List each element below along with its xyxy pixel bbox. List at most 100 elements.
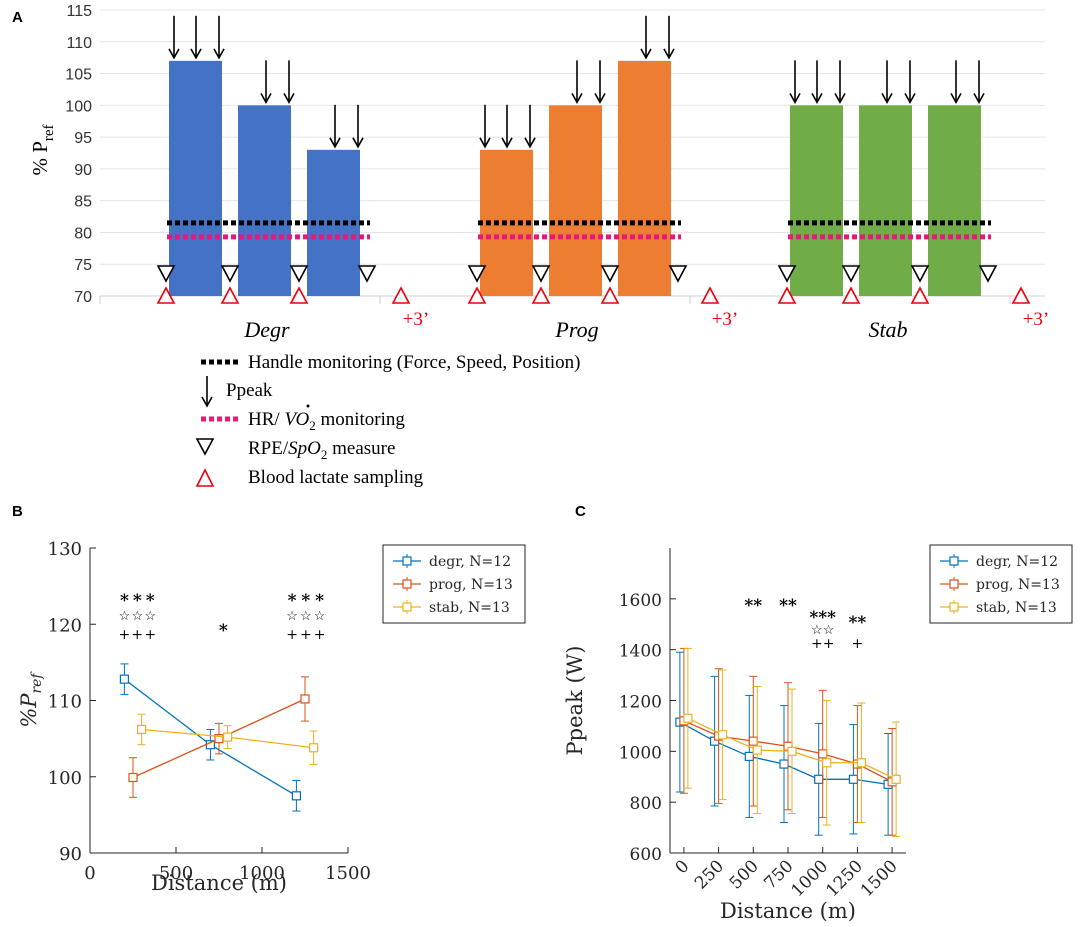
x-tick-label: 500 [726, 856, 763, 893]
bar-degr-2 [238, 105, 291, 296]
lactate-triangle [1011, 286, 1031, 304]
legend-label: prog, N=13 [976, 577, 1060, 593]
significance-annotation: ** [779, 596, 797, 616]
legend-label: stab, N=13 [429, 600, 510, 616]
ppeak-arrow-head [479, 137, 491, 149]
significance-annotation: + [119, 627, 131, 643]
legend-label: degr, N=12 [429, 554, 511, 570]
data-point-marker [779, 759, 789, 769]
panel-a-bar-chart: 70 75 80 85 90 95 100 105 110 115 % Pref +3’ +3’ +3’ D… [28, 3, 1049, 342]
panel-b-label: B [12, 503, 23, 520]
ppeak-arrow-head [352, 137, 364, 149]
bar-degr-1 [169, 60, 222, 296]
significance-annotation: * [315, 591, 324, 611]
significance-annotation: ☆ [131, 609, 143, 624]
significance-annotation: ☆ [286, 609, 298, 624]
rpe-spo2-triangle [910, 265, 930, 283]
lactate-triangle [841, 286, 861, 304]
ppeak-arrow-head [213, 48, 225, 60]
significance-annotation: + [286, 627, 298, 643]
x-tick-label: 1250 [822, 856, 867, 901]
lactate-triangle [156, 286, 176, 304]
lactate-triangle [289, 286, 309, 304]
significance-annotation: ☆ [144, 609, 156, 624]
significance-annotation: ☆ [300, 609, 312, 624]
data-point-marker [822, 758, 832, 768]
group-label-degr: Degr [243, 317, 290, 342]
x-tick-label: 500 [159, 863, 193, 884]
y-tick-label: 90 [59, 844, 82, 865]
y-tick-label: 85 [74, 194, 92, 211]
y-tick-label: 130 [48, 539, 82, 560]
significance-annotation: * [146, 591, 155, 611]
legend-label: stab, N=13 [976, 600, 1057, 616]
data-point-marker [300, 694, 310, 704]
bar-stab-1 [790, 105, 843, 296]
data-point-marker [744, 751, 754, 762]
recovery-label: +3’ [712, 309, 739, 330]
legend-black-triangle [195, 438, 215, 456]
data-point-marker [752, 745, 762, 755]
data-point-marker [787, 746, 797, 756]
x-tick-label: 250 [691, 856, 728, 893]
data-point-marker [128, 772, 138, 783]
x-tick-label: 1500 [325, 863, 371, 884]
ppeak-arrow-head [881, 92, 893, 104]
legend-label: degr, N=12 [976, 554, 1058, 570]
ppeak-arrow-head [260, 92, 272, 104]
significance-annotation: + [300, 627, 312, 643]
legend-text-5: Blood lactate sampling [248, 467, 424, 488]
significance-annotation: ☆ [314, 609, 326, 624]
bar-prog-3 [618, 60, 671, 296]
legend-text-1: Handle monitoring (Force, Speed, Positio… [248, 352, 580, 373]
ppeak-arrow-head [571, 92, 583, 104]
ppeak-arrow-head [594, 92, 606, 104]
ppeak-arrow-head [663, 48, 675, 60]
significance-annotation: ++ [811, 636, 834, 652]
lactate-triangle [220, 286, 240, 304]
rpe-spo2-triangle [220, 265, 240, 283]
y-tick-label: 105 [65, 67, 92, 84]
significance-annotation: * [133, 591, 142, 611]
ppeak-arrow-head [640, 48, 652, 60]
data-point-marker [214, 734, 224, 744]
legend-marker [402, 579, 412, 589]
y-tick-label: 90 [74, 162, 92, 179]
panel-c-line-chart: 6008001000120014001600025050075010001250… [563, 544, 1073, 923]
lactate-triangle [777, 286, 797, 304]
lactate-triangle [391, 286, 411, 304]
lactate-triangle [600, 286, 620, 304]
significance-annotation: + [144, 627, 156, 643]
ppeak-arrow-head [904, 92, 916, 104]
ppeak-arrow-head [190, 48, 202, 60]
significance-annotation: * [120, 591, 129, 611]
data-point-marker [818, 749, 828, 759]
panel-a-label: A [12, 9, 23, 26]
bar-stab-2 [859, 105, 912, 296]
data-point-marker [848, 774, 859, 784]
y-axis-label: %Pref [17, 671, 45, 728]
y-tick-label: 1600 [619, 591, 662, 611]
ppeak-arrow-head [950, 92, 962, 104]
ppeak-arrow-head [329, 137, 341, 149]
x-tick-label: 1000 [788, 856, 833, 901]
data-point-marker [856, 758, 867, 768]
significance-annotation: + [852, 636, 864, 652]
legend-arrow-head [201, 396, 213, 408]
bar-stab-3 [928, 105, 981, 296]
rpe-spo2-triangle [600, 265, 620, 283]
legend-vdot [306, 404, 310, 408]
data-point-marker [291, 791, 301, 801]
rpe-spo2-triangle [668, 265, 688, 283]
data-point-marker [814, 774, 824, 784]
ppeak-arrow-head [789, 92, 801, 104]
y-tick-label: 80 [74, 225, 92, 242]
legend-marker [949, 556, 959, 566]
ppeak-arrow-head [973, 92, 985, 104]
y-tick-label: 110 [66, 35, 92, 52]
x-tick-label: 1500 [857, 856, 902, 901]
y-tick-label: 1400 [619, 642, 662, 662]
y-tick-label: 1000 [619, 743, 662, 763]
group-label-prog: Prog [554, 317, 598, 342]
